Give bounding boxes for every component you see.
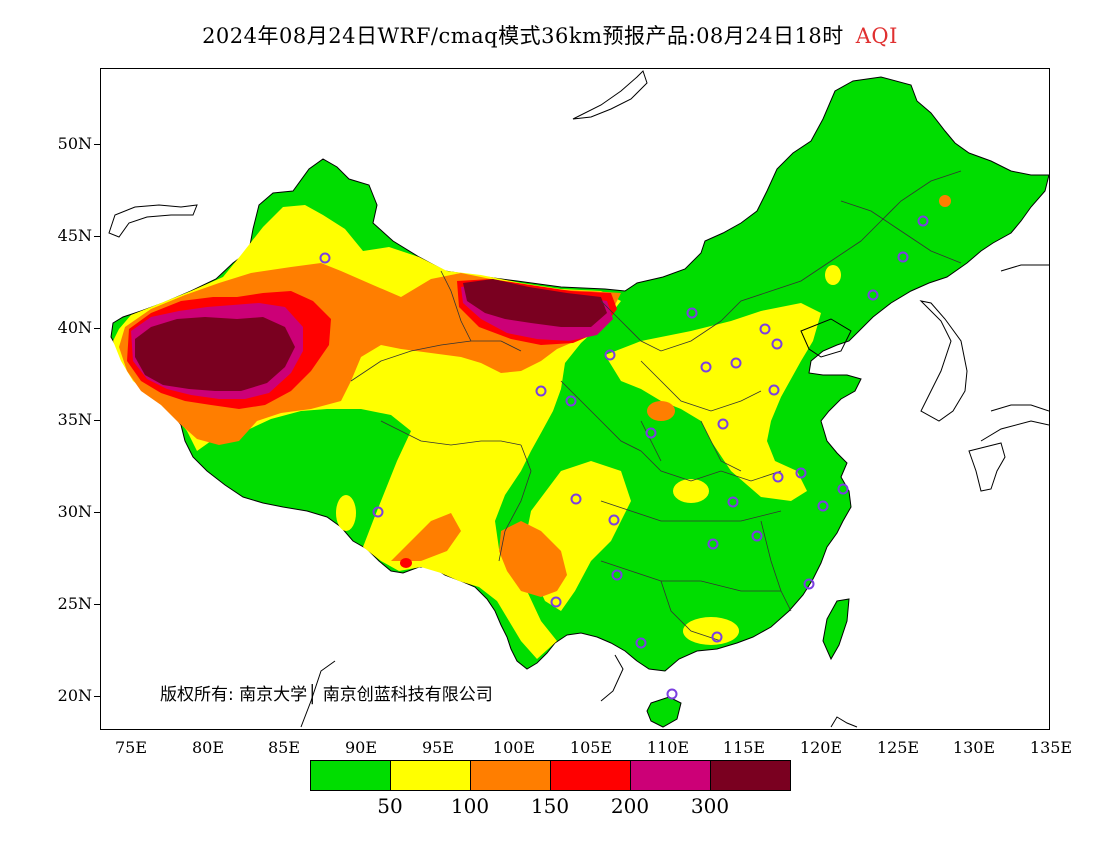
circle-marker-icon (372, 506, 384, 518)
aqi-zone-moderate-tibet (336, 495, 356, 531)
circle-marker-icon (867, 289, 879, 301)
x-tick-125e: 125E (876, 738, 920, 757)
circle-marker-icon (817, 500, 829, 512)
legend-swatch-unhealthy (551, 761, 631, 790)
y-tick-30n: 30N (42, 502, 102, 521)
legend-swatch-hazardous (711, 761, 790, 790)
y-tick-40n: 40N (42, 318, 102, 337)
aqi-zone-hazardous-gansu (463, 279, 607, 327)
circle-marker-icon (611, 569, 623, 581)
aqi-zone-usg-tibet (391, 513, 461, 561)
circle-marker-icon (917, 215, 929, 227)
circle-marker-icon (730, 357, 742, 369)
taiwan-island (822, 598, 850, 661)
aqi-zone-moderate-north (605, 303, 821, 501)
circle-marker-icon (751, 530, 763, 542)
y-tick-50n: 50N (42, 134, 102, 153)
aqi-legend (310, 760, 791, 791)
circle-marker-icon (897, 251, 909, 263)
legend-swatch-good (311, 761, 391, 790)
copyright-text: 版权所有: 南京大学│ 南京创蓝科技有限公司 (160, 685, 493, 705)
legend-swatch-very-unhealthy (631, 761, 711, 790)
circle-marker-icon (700, 361, 712, 373)
circle-marker-icon (550, 596, 562, 608)
aqi-zone-unhealthy-spot (400, 558, 412, 568)
legend-label-150: 150 (530, 794, 570, 818)
circle-marker-icon (535, 385, 547, 397)
title-main: 2024年08月24日WRF/cmaq模式36km预报产品:08月24日18时 (202, 24, 844, 48)
x-tick-90e: 90E (344, 738, 378, 757)
legend-label-100: 100 (450, 794, 490, 818)
aqi-zone-moderate-hubei (673, 479, 709, 503)
circle-marker-icon (707, 538, 719, 550)
circle-marker-icon (837, 483, 849, 495)
y-tick-35n: 35N (42, 410, 102, 429)
aqi-zone-hazardous-taklamakan (135, 317, 295, 391)
x-tick-105e: 105E (569, 738, 613, 757)
circle-marker-icon (319, 252, 331, 264)
x-tick-80e: 80E (191, 738, 225, 757)
x-tick-100e: 100E (492, 738, 536, 757)
circle-marker-icon (608, 514, 620, 526)
circle-marker-icon (565, 395, 577, 407)
circle-marker-icon (795, 467, 807, 479)
y-tick-25n: 25N (42, 594, 102, 613)
x-tick-130e: 130E (952, 738, 996, 757)
title-variable: AQI (855, 24, 898, 48)
legend-label-300: 300 (690, 794, 730, 818)
legend-swatch-usg (471, 761, 551, 790)
circle-marker-icon (717, 418, 729, 430)
city-markers (319, 215, 929, 700)
circle-marker-icon (771, 338, 783, 350)
circle-marker-icon (803, 578, 815, 590)
hainan-island (646, 696, 682, 728)
aqi-zone-usg-southwest (499, 521, 567, 597)
aqi-zone-moderate-guangdong (683, 617, 739, 645)
aqi-map (100, 68, 1050, 730)
aqi-zone-usg-heilongjiang (939, 195, 951, 207)
circle-marker-icon (635, 637, 647, 649)
aqi-zone-moderate-ne (825, 265, 841, 285)
circle-marker-icon (604, 349, 616, 361)
coastlines (108, 70, 1049, 728)
x-tick-95e: 95E (421, 738, 455, 757)
province-boundaries (350, 170, 962, 642)
circle-marker-icon (686, 307, 698, 319)
circle-marker-icon (666, 688, 678, 700)
x-tick-110e: 110E (646, 738, 690, 757)
x-tick-115e: 115E (722, 738, 766, 757)
x-tick-75e: 75E (114, 738, 148, 757)
y-tick-45n: 45N (42, 226, 102, 245)
y-tick-20n: 20N (42, 686, 102, 705)
map-title: 2024年08月24日WRF/cmaq模式36km预报产品:08月24日18时 A… (0, 20, 1100, 50)
circle-marker-icon (759, 323, 771, 335)
x-tick-135e: 135E (1029, 738, 1073, 757)
legend-label-50: 50 (377, 794, 403, 818)
circle-marker-icon (645, 427, 657, 439)
circle-marker-icon (772, 471, 784, 483)
circle-marker-icon (727, 496, 739, 508)
legend-label-200: 200 (610, 794, 650, 818)
circle-marker-icon (570, 493, 582, 505)
x-tick-120e: 120E (799, 738, 843, 757)
circle-marker-icon (711, 631, 723, 643)
aqi-zone-usg-henan (647, 401, 675, 421)
map-canvas (108, 70, 1049, 728)
circle-marker-icon (768, 384, 780, 396)
x-tick-85e: 85E (267, 738, 301, 757)
legend-swatch-moderate (391, 761, 471, 790)
